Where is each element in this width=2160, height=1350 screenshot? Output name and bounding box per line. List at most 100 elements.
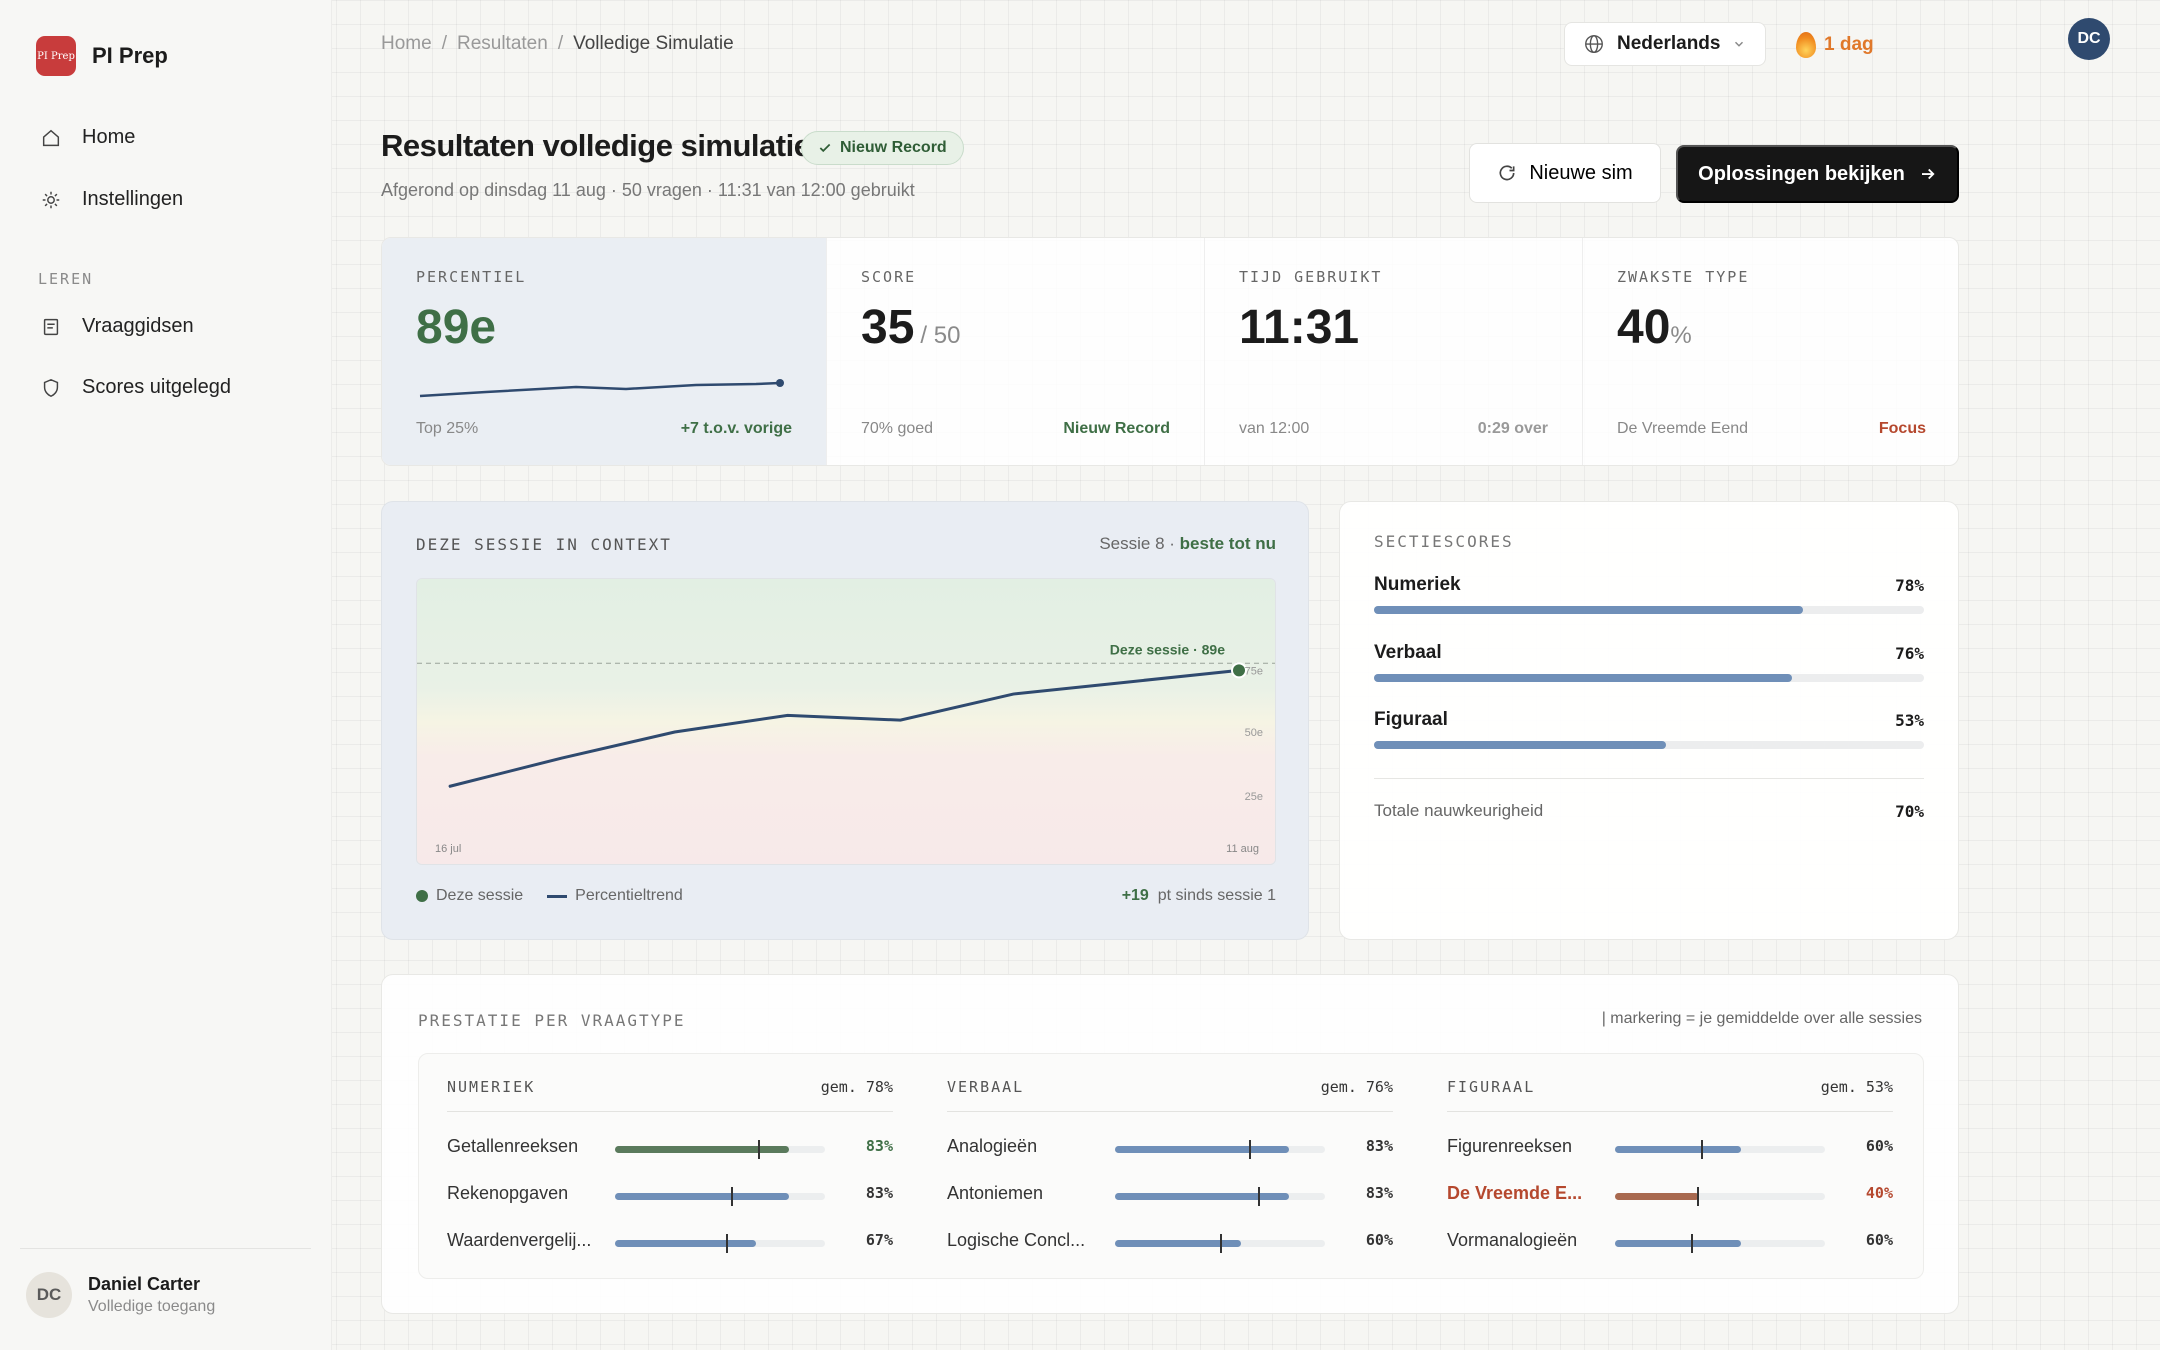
perf-column-avg: gem. 53%: [1820, 1078, 1893, 1096]
perf-pct: 60%: [1365, 1231, 1393, 1249]
total-accuracy-label: Totale nauwkeurigheid: [1374, 801, 1544, 820]
perf-row[interactable]: Vormanalogieën 60%: [1447, 1230, 1893, 1254]
stat-percentile: PERCENTIEL 89e Top 25% +7 t.o.v. vorige: [382, 238, 826, 465]
avg-marker: [1690, 1234, 1693, 1253]
perf-row[interactable]: Logische Concl... 60%: [947, 1230, 1393, 1254]
arrow-right-icon: [1921, 168, 1935, 180]
avg-marker: [730, 1187, 733, 1206]
section-name: Figuraal: [1374, 709, 1448, 730]
button-label: Nieuwe sim: [1529, 161, 1633, 184]
perf-row[interactable]: Figurenreeksen 60%: [1447, 1136, 1893, 1160]
perf-row[interactable]: Waardenvergelij... 67%: [447, 1230, 893, 1254]
delta-text: pt sinds sessie 1: [1157, 887, 1276, 904]
section-pct: 76%: [1895, 644, 1924, 663]
stat-foot: 70% goed: [861, 420, 934, 437]
stat-number: 35: [861, 301, 915, 354]
perf-pct: 83%: [1365, 1184, 1393, 1202]
perf-column-avg: gem. 78%: [820, 1078, 893, 1096]
breadcrumb-separator: /: [557, 33, 564, 54]
breadcrumb-home[interactable]: Home: [381, 33, 432, 54]
app-name: PI Prep: [92, 43, 168, 68]
perf-row[interactable]: Getallenreeksen 83%: [447, 1136, 893, 1160]
perf-fill: [1115, 1146, 1290, 1153]
streak-indicator: 1 dag: [1796, 32, 1874, 58]
perf-row[interactable]: Analogieën 83%: [947, 1136, 1393, 1160]
home-icon: [42, 129, 60, 146]
user-profile[interactable]: DC Daniel Carter Volledige toegang: [26, 1272, 215, 1318]
perf-column-avg: gem. 76%: [1320, 1078, 1393, 1096]
nav-item-scores-uitgelegd[interactable]: Scores uitgelegd: [40, 376, 231, 399]
legend-label: Deze sessie: [436, 887, 524, 904]
perf-track: [1115, 1187, 1325, 1206]
perf-row[interactable]: Rekenopgaven 83%: [447, 1183, 893, 1207]
section-fill: [1374, 606, 1803, 614]
trend-point: [674, 731, 676, 733]
section-track: [1374, 741, 1924, 749]
stat-time: TIJD GEBRUIKT 11:31 van 12:00 0:29 over: [1204, 238, 1582, 465]
section-row: Figuraal 53%: [1374, 709, 1924, 749]
perf-name: Vormanalogieën: [1447, 1230, 1578, 1250]
stat-delta: +7 t.o.v. vorige: [680, 420, 792, 437]
nav-label: Instellingen: [82, 188, 184, 210]
language-select[interactable]: Nederlands: [1564, 22, 1766, 66]
trend-point: [787, 714, 789, 716]
nav-item-instellingen[interactable]: Instellingen: [40, 188, 183, 211]
delta-info: +19 pt sinds sessie 1: [1122, 887, 1276, 905]
perf-column-header: FIGURAAL gem. 53%: [1447, 1078, 1893, 1112]
performance-card: PRESTATIE PER VRAAGTYPE | markering = je…: [381, 974, 1959, 1314]
band-label: 25e: [1245, 791, 1263, 803]
stat-label: ZWAKSTE TYPE: [1617, 268, 1750, 286]
session-label: Deze sessie · 89e: [1110, 641, 1225, 657]
stat-value: 40%: [1617, 300, 1692, 355]
band-label: 50e: [1245, 727, 1263, 739]
nav-item-home[interactable]: Home: [40, 126, 135, 149]
trend-point: [899, 719, 901, 721]
card-title: DEZE SESSIE IN CONTEXT: [416, 535, 672, 554]
stat-weakest: ZWAKSTE TYPE 40% De Vreemde Eend Focus: [1582, 238, 1958, 465]
badge-label: Nieuw Record: [840, 139, 947, 156]
nav-label: Home: [82, 126, 136, 148]
new-sim-button[interactable]: Nieuwe sim: [1469, 143, 1661, 203]
chevron-down-icon: [1735, 41, 1744, 47]
stat-value: 11:31: [1239, 301, 1360, 354]
perf-column-header: VERBAAL gem. 76%: [947, 1078, 1393, 1112]
nav-label: Scores uitgelegd: [82, 376, 231, 398]
perf-pct: 83%: [865, 1137, 893, 1155]
perf-column: NUMERIEK gem. 78% Getallenreeksen 83% Rekeno…: [447, 1054, 893, 1280]
user-avatar-button[interactable]: DC: [2068, 18, 2110, 60]
session-best: beste tot nu: [1179, 534, 1276, 553]
user-name: Daniel Carter: [88, 1274, 201, 1294]
language-value: Nederlands: [1617, 33, 1721, 54]
avg-marker: [1220, 1234, 1222, 1253]
session-context-card: DEZE SESSIE IN CONTEXT Sessie 8 · beste …: [381, 501, 1309, 940]
perf-fill: [615, 1146, 790, 1153]
perf-column-title: VERBAAL: [947, 1078, 1025, 1096]
section-track: [1374, 674, 1924, 682]
app-logo[interactable]: PI Prep PI Prep: [36, 36, 168, 76]
marker-note: | markering = je gemiddelde over alle se…: [1601, 1010, 1922, 1027]
context-plot: Deze sessie · 89e 75e 50e 25e 16 jul 11 aug: [416, 578, 1276, 865]
stat-delta: Focus: [1878, 420, 1926, 437]
breadcrumb-resultaten[interactable]: Resultaten: [456, 33, 548, 54]
streak-text: 1 dag: [1824, 34, 1874, 55]
guide-icon: [43, 318, 59, 335]
perf-row[interactable]: Antoniemen 83%: [947, 1183, 1393, 1207]
globe-icon: [1585, 35, 1603, 53]
nav-item-vraaggidsen[interactable]: Vraaggidsen: [40, 315, 194, 338]
breadcrumb-current: Volledige Simulatie: [573, 33, 734, 54]
avatar: DC: [26, 1272, 72, 1318]
stat-value: 89e: [416, 301, 497, 354]
stat-label: TIJD GEBRUIKT: [1239, 268, 1383, 286]
shield-icon: [43, 378, 59, 397]
logo-mark: PI Prep: [36, 36, 76, 76]
perf-track: [1115, 1234, 1325, 1253]
section-name: Verbaal: [1374, 642, 1442, 663]
perf-row[interactable]: De Vreemde E... 40%: [1447, 1183, 1893, 1207]
section-track: [1374, 606, 1924, 614]
stat-label: SCORE: [861, 268, 917, 286]
section-row: Verbaal 76%: [1374, 642, 1924, 682]
perf-track: [1115, 1140, 1325, 1159]
view-solutions-button[interactable]: Oplossingen bekijken: [1676, 145, 1959, 203]
perf-name: Analogieën: [947, 1136, 1038, 1156]
avg-marker: [1701, 1140, 1704, 1159]
